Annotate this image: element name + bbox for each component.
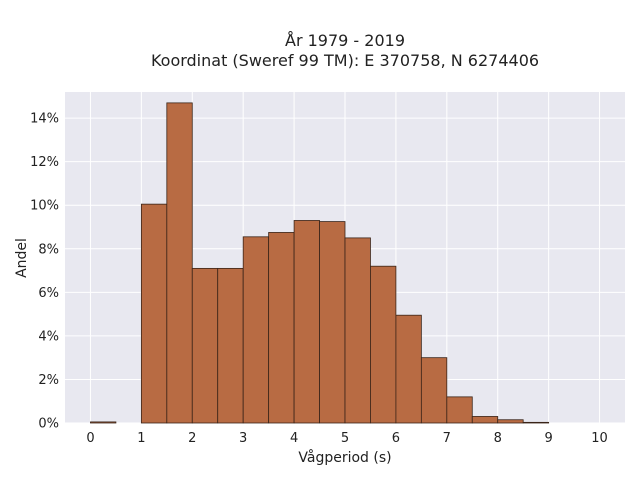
y-tick-label-1: 2%	[38, 373, 59, 388]
x-tick-label-10: 10	[591, 431, 608, 446]
bar-4	[191, 267, 219, 424]
x-tick-label-8: 8	[494, 431, 502, 446]
bar-10	[344, 237, 371, 424]
x-tick-label-0: 0	[86, 431, 94, 446]
y-axis-ticks: 0% 2% 4% 6% 8% 10% 12% 14%	[30, 112, 59, 432]
y-tick-label-0: 0%	[38, 417, 59, 432]
x-tick-label-2: 2	[188, 431, 196, 446]
bar-15	[471, 416, 499, 424]
bar-17	[522, 421, 550, 424]
x-tick-label-3: 3	[239, 431, 247, 446]
y-tick-label-2: 4%	[38, 329, 59, 344]
chart-title: År 1979 - 2019	[285, 31, 405, 50]
x-tick-label-9: 9	[544, 431, 552, 446]
bar-16	[497, 419, 524, 424]
y-axis-label: Andel	[14, 238, 30, 278]
x-tick-label-1: 1	[137, 431, 145, 446]
x-axis-label: Vågperiod (s)	[298, 449, 391, 466]
bar-13	[420, 357, 448, 424]
y-tick-label-7: 14%	[30, 112, 59, 127]
bar-11	[370, 265, 397, 424]
y-tick-label-5: 10%	[30, 199, 59, 214]
x-tick-label-4: 4	[290, 431, 298, 446]
bar-3	[166, 102, 193, 424]
x-tick-label-5: 5	[341, 431, 349, 446]
bar-8	[293, 220, 320, 424]
x-tick-label-6: 6	[392, 431, 400, 446]
bar-0	[90, 421, 117, 424]
bar-12	[395, 314, 422, 424]
y-tick-label-3: 6%	[38, 286, 59, 301]
bar-5	[217, 267, 244, 424]
bar-9	[319, 221, 346, 424]
chart-subtitle: Koordinat (Sweref 99 TM): E 370758, N 62…	[151, 51, 539, 70]
x-axis-ticks: 0 1 2 3 4 5 6 7 8 9 10	[86, 431, 608, 446]
bar-7	[268, 232, 295, 424]
y-tick-label-4: 8%	[38, 242, 59, 257]
y-tick-label-6: 12%	[30, 155, 59, 170]
bar-2	[140, 203, 168, 424]
bar-6	[242, 236, 270, 424]
x-tick-label-7: 7	[443, 431, 451, 446]
bars	[90, 102, 550, 424]
bar-14	[446, 396, 473, 424]
